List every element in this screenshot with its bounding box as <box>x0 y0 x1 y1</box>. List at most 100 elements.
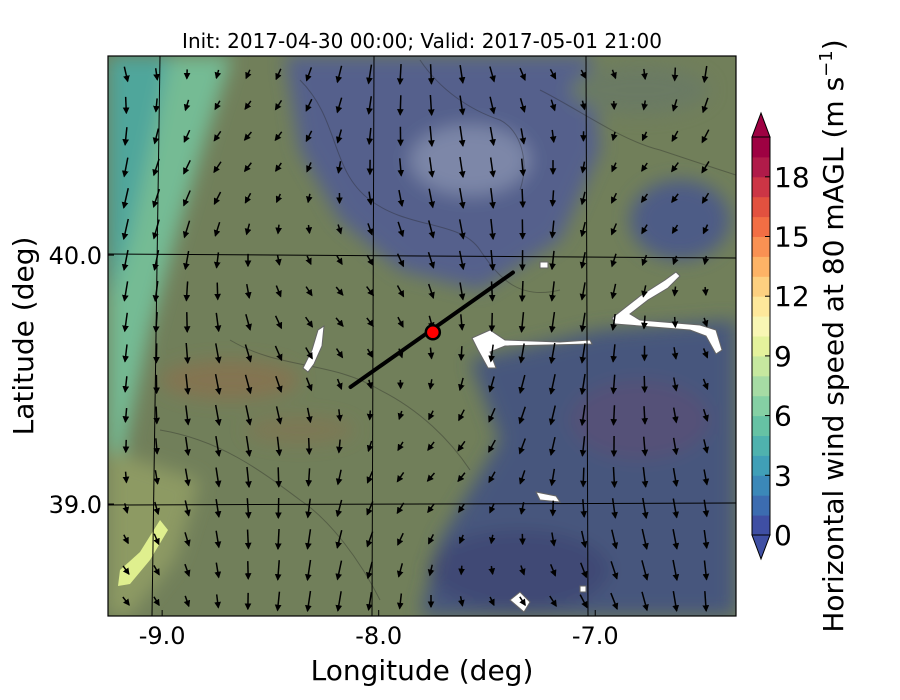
wind-arrow <box>122 471 130 484</box>
wind-arrow <box>488 534 496 545</box>
wind-arrow <box>519 596 526 607</box>
wind-arrow <box>275 68 282 81</box>
wind-arrow <box>213 161 222 174</box>
wind-arrow <box>305 377 313 392</box>
wind-arrow <box>672 529 680 550</box>
wind-arrow <box>275 224 282 235</box>
wind-arrow <box>489 188 496 209</box>
wind-arrow <box>641 315 648 330</box>
wind-arrow <box>519 188 527 209</box>
wind-arrow <box>641 436 649 457</box>
terrain-contours <box>159 59 736 601</box>
colorbar-tick-label: 0 <box>774 519 792 552</box>
wind-arrow <box>153 438 161 455</box>
wind-arrow <box>671 99 679 112</box>
wind-arrow <box>671 130 679 142</box>
wind-arrow <box>548 405 556 426</box>
wind-arrow <box>335 65 343 84</box>
wind-arrow <box>428 410 435 421</box>
x-tick-label: -9.0 <box>139 622 186 650</box>
wind-arrow <box>701 129 710 144</box>
colorbar-segment <box>752 455 770 476</box>
wind-arrow <box>519 158 527 177</box>
wind-arrow <box>122 96 130 115</box>
wind-arrow <box>396 472 405 483</box>
wind-arrow <box>184 436 191 457</box>
colorbar-segment <box>752 395 770 417</box>
wind-arrow <box>579 404 587 427</box>
wind-arrow <box>366 379 373 390</box>
wind-arrow <box>671 67 679 82</box>
wind-arrow <box>275 255 282 266</box>
wind-arrow <box>458 219 466 240</box>
colorbar-segment <box>752 415 770 436</box>
wind-arrow <box>397 189 405 208</box>
wind-arrow <box>611 131 618 142</box>
wind-arrow <box>121 188 129 209</box>
wind-arrow <box>702 469 710 486</box>
wind-arrow <box>275 285 282 298</box>
wind-arrow <box>427 503 435 514</box>
wind-arrow <box>275 406 283 425</box>
wind-arrow <box>244 498 252 519</box>
transect-overlay <box>348 270 515 390</box>
wind-arrow <box>184 374 191 396</box>
wind-arrow <box>336 378 343 391</box>
wind-arrow <box>153 470 161 485</box>
wind-arrow <box>489 157 496 178</box>
wind-arrow <box>458 314 466 331</box>
wind-arrow <box>702 591 710 612</box>
wind-arrow <box>701 161 710 174</box>
colorbar-over-triangle <box>751 111 771 138</box>
y-axis-ticks: 39.0 40.0 <box>49 242 114 519</box>
wind-arrow <box>305 529 312 550</box>
wind-arrow <box>245 405 253 426</box>
wind-arrow <box>305 98 313 112</box>
colorbar-tick-label: 9 <box>774 340 792 373</box>
wind-arrow <box>549 468 556 487</box>
wind-arrow <box>489 126 496 147</box>
wind-arrow <box>183 129 191 143</box>
wind-arrow <box>671 193 679 203</box>
wind-arrow <box>428 188 436 209</box>
wind-arrow <box>579 100 587 111</box>
wind-arrow <box>183 99 191 112</box>
wind-arrow <box>641 68 648 81</box>
wind-arrow <box>397 158 405 177</box>
wind-arrow <box>641 467 649 488</box>
wind-arrow <box>213 221 221 237</box>
wind-arrow <box>702 224 709 235</box>
wind-arrow <box>457 472 466 483</box>
wind-arrow <box>122 565 130 575</box>
wind-arrow <box>427 283 435 300</box>
wind-arrow <box>671 347 679 360</box>
wind-arrow <box>457 440 466 452</box>
wind-arrow <box>641 285 648 298</box>
wind-arrow <box>580 562 588 579</box>
wind-arrow <box>640 193 649 204</box>
wind-arrow <box>244 374 253 395</box>
wind-arrow <box>611 498 618 519</box>
wind-arrow <box>366 254 374 266</box>
wind-arrow <box>489 250 496 272</box>
colorbar-segment <box>752 435 770 456</box>
wind-arrow <box>214 282 221 301</box>
wind-arrow <box>396 593 404 610</box>
wind-arrow <box>458 65 466 84</box>
wind-arrow <box>335 499 343 518</box>
wind-arrow <box>275 162 282 172</box>
wind-arrow <box>274 560 282 581</box>
wind-arrow <box>610 192 618 204</box>
wind-arrow <box>579 343 587 364</box>
y-tick-label: 39.0 <box>49 491 102 519</box>
wind-arrow <box>702 378 709 391</box>
wind-arrow <box>489 66 496 83</box>
wind-arrow <box>396 95 404 116</box>
wind-arrow <box>611 529 619 550</box>
wind-arrow <box>245 435 253 458</box>
wind-arrow <box>214 100 221 111</box>
wind-arrow <box>702 348 709 359</box>
colorbar-segment <box>752 475 770 496</box>
wind-arrow <box>335 224 343 235</box>
wind-arrow <box>184 500 191 517</box>
